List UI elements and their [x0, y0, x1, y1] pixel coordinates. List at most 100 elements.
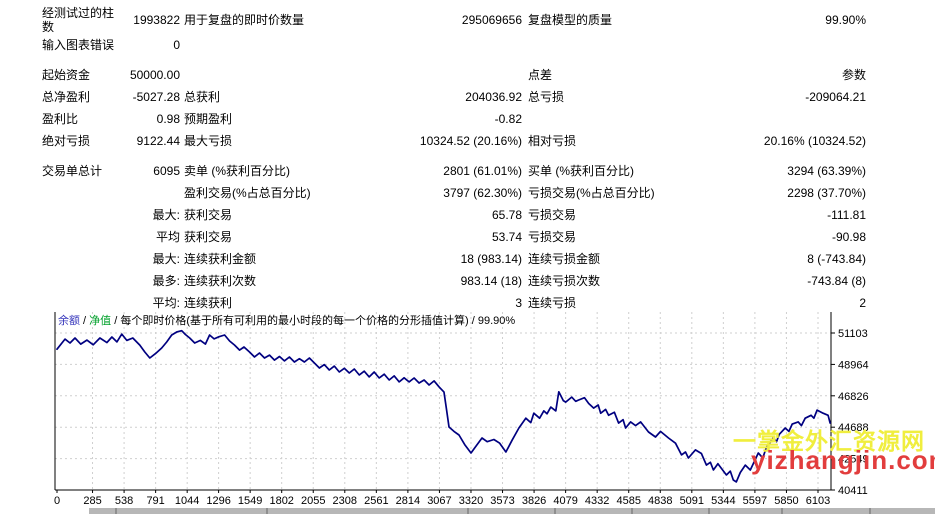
stat-value: -209064.21 [805, 90, 866, 104]
x-axis-tick-label: 5850 [774, 495, 798, 507]
stats-row: 绝对亏损 9122.44 最大亏损 10324.52 (20.16%) 相对亏损 20.1… [0, 130, 935, 152]
stat-value: 53.74 [491, 230, 522, 244]
stat-label: 点差 [528, 68, 553, 82]
report-stats-table: 经测试过的柱数 1993822 用于复盘的即时价数量 295069656 复盘模型的质量… [0, 6, 935, 314]
legend-separator: / [80, 315, 90, 327]
stat-value: 6095 [153, 164, 180, 178]
stat-value: 2801 (61.01%) [443, 164, 522, 178]
stat-label: 亏损交易 [528, 230, 577, 244]
stat-label: 获利交易 [184, 208, 233, 222]
legend-item: 余额 [58, 315, 80, 327]
stat-label: 盈利比 [42, 112, 79, 126]
stat-value: 65.78 [491, 208, 522, 222]
stat-label: 连续获利金额 [184, 252, 257, 266]
y-axis-tick-label: 51103 [838, 328, 868, 340]
y-axis-tick-label: 48964 [838, 359, 869, 371]
stats-row: 总净盈利 -5027.28 总获利 204036.92 总亏损 -209064.21 [0, 86, 935, 108]
stat-value: 1993822 [133, 13, 180, 27]
x-axis-tick-label: 3573 [490, 495, 514, 507]
stat-label: 交易单总计 [42, 164, 103, 178]
stats-section: 经测试过的柱数 1993822 用于复盘的即时价数量 295069656 复盘模型的质量… [0, 6, 935, 56]
stats-row: 经测试过的柱数 1993822 用于复盘的即时价数量 295069656 复盘模型的质量… [0, 6, 935, 34]
stat-label: 亏损交易 [528, 208, 577, 222]
stat-value: -0.82 [494, 112, 522, 126]
stat-value: 10324.52 (20.16%) [419, 134, 522, 148]
x-axis-tick-label: 285 [83, 495, 101, 507]
bar-segment [554, 508, 631, 514]
stat-value: 18 (983.14) [460, 252, 522, 266]
bar-segment [466, 508, 555, 514]
x-axis-tick-label: 6103 [806, 495, 830, 507]
stat-label: 输入图表错误 [42, 38, 115, 52]
stat-value: 50000.00 [129, 68, 180, 82]
stat-label: 总获利 [184, 90, 221, 104]
x-axis-tick-label: 2055 [301, 495, 325, 507]
bar-segment [869, 508, 935, 514]
x-axis-tick-label: 3320 [459, 495, 483, 507]
stats-row: 起始资金 50000.00 点差 参数 [0, 64, 935, 86]
stat-label: 绝对亏损 [42, 134, 91, 148]
stats-section: 起始资金 50000.00 点差 参数 总净盈利 -5027.28 总获利 204036.92… [0, 64, 935, 152]
stats-row: 输入图表错误 0 [0, 34, 935, 56]
x-axis-tick-label: 5091 [680, 495, 704, 507]
bar-segment [708, 508, 781, 514]
stats-row: 最多: 连续获利次数 983.14 (18) 连续亏损次数 -743.84 (8) [0, 270, 935, 292]
stat-label: 连续获利 [184, 296, 233, 310]
stats-row: 最大: 获利交易 65.78 亏损交易 -111.81 [0, 204, 935, 226]
stat-label: 盈利交易(%占总百分比) [184, 186, 311, 200]
balance-chart-svg: 0 285 538 791 1044 1296 1549 1802 2055 2308 2561 28… [54, 312, 869, 507]
x-axis-tick-label: 1549 [238, 495, 262, 507]
stat-value: 0.98 [156, 112, 180, 126]
bar-segment [780, 508, 870, 514]
stat-value: 99.90% [825, 13, 866, 27]
stat-label: 获利交易 [184, 230, 233, 244]
legend-item: 净值 [89, 315, 112, 327]
legend-separator: / [468, 315, 478, 327]
x-axis-tick-label: 4838 [648, 495, 672, 507]
stat-value: 8 (-743.84) [807, 252, 866, 266]
x-axis-tick-label: 4585 [616, 495, 640, 507]
y-axis-tick-label: 44688 [838, 422, 869, 434]
stat-value: -5027.28 [132, 90, 180, 104]
stats-row: 盈利交易(%占总百分比) 3797 (62.30%) 亏损交易(%占总百分比) 229… [0, 182, 935, 204]
stats-row: 平均: 连续获利 3 连续亏损 2 [0, 292, 935, 314]
x-axis-tick-label: 3067 [427, 495, 451, 507]
watermark-text-url: yizhangjin.com [751, 445, 935, 475]
stat-label: 连续亏损 [528, 296, 577, 310]
stat-value: -111.81 [827, 208, 866, 222]
stat-value: 20.16% (10324.52) [763, 134, 866, 148]
balance-chart: 0 285 538 791 1044 1296 1549 1802 2055 2308 2561 28… [0, 310, 935, 517]
stat-label: 连续亏损次数 [528, 274, 601, 288]
stat-value: 295069656 [461, 13, 522, 27]
x-axis-tick-label: 2814 [396, 495, 420, 507]
stat-value: 2298 (37.70%) [787, 186, 866, 200]
stat-value: 参数 [841, 68, 866, 82]
stat-label: 预期盈利 [184, 112, 233, 126]
bar-segment [630, 508, 709, 514]
stat-label: 卖单 (%获利百分比) [184, 164, 290, 178]
watermark-text-cn: 一掌金外汇资源网 [733, 428, 925, 454]
x-axis-tick-label: 791 [146, 495, 164, 507]
bar-segment [114, 508, 266, 514]
x-axis-tick-label: 2561 [364, 495, 388, 507]
stat-value: 983.14 (18) [460, 274, 522, 288]
stats-row: 盈利比 0.98 预期盈利 -0.82 [0, 108, 935, 130]
stat-value: 最大: [152, 252, 180, 266]
partial-table-bar [89, 508, 935, 514]
stat-label: 总亏损 [528, 90, 565, 104]
stats-row: 交易单总计 6095 卖单 (%获利百分比) 2801 (61.01%) 买单 (%获利… [0, 160, 935, 182]
y-axis-tick-label: 40411 [838, 485, 868, 497]
stat-value: 3 [515, 296, 522, 310]
x-axis-tick-label: 4332 [585, 495, 609, 507]
stat-label: 总净盈利 [42, 90, 91, 104]
stat-label: 相对亏损 [528, 134, 577, 148]
stat-label: 用于复盘的即时价数量 [184, 13, 305, 27]
stats-row: 最大: 连续获利金额 18 (983.14) 连续亏损金额 8 (-743.84) [0, 248, 935, 270]
stat-value: 2 [859, 296, 866, 310]
stat-value: 204036.92 [465, 90, 522, 104]
x-axis-tick-label: 4079 [553, 495, 577, 507]
stat-label: 亏损交易(%占总百分比) [528, 186, 655, 200]
stat-value: 3797 (62.30%) [443, 186, 522, 200]
x-axis-tick-label: 2308 [333, 495, 357, 507]
stats-row: 平均 获利交易 53.74 亏损交易 -90.98 [0, 226, 935, 248]
